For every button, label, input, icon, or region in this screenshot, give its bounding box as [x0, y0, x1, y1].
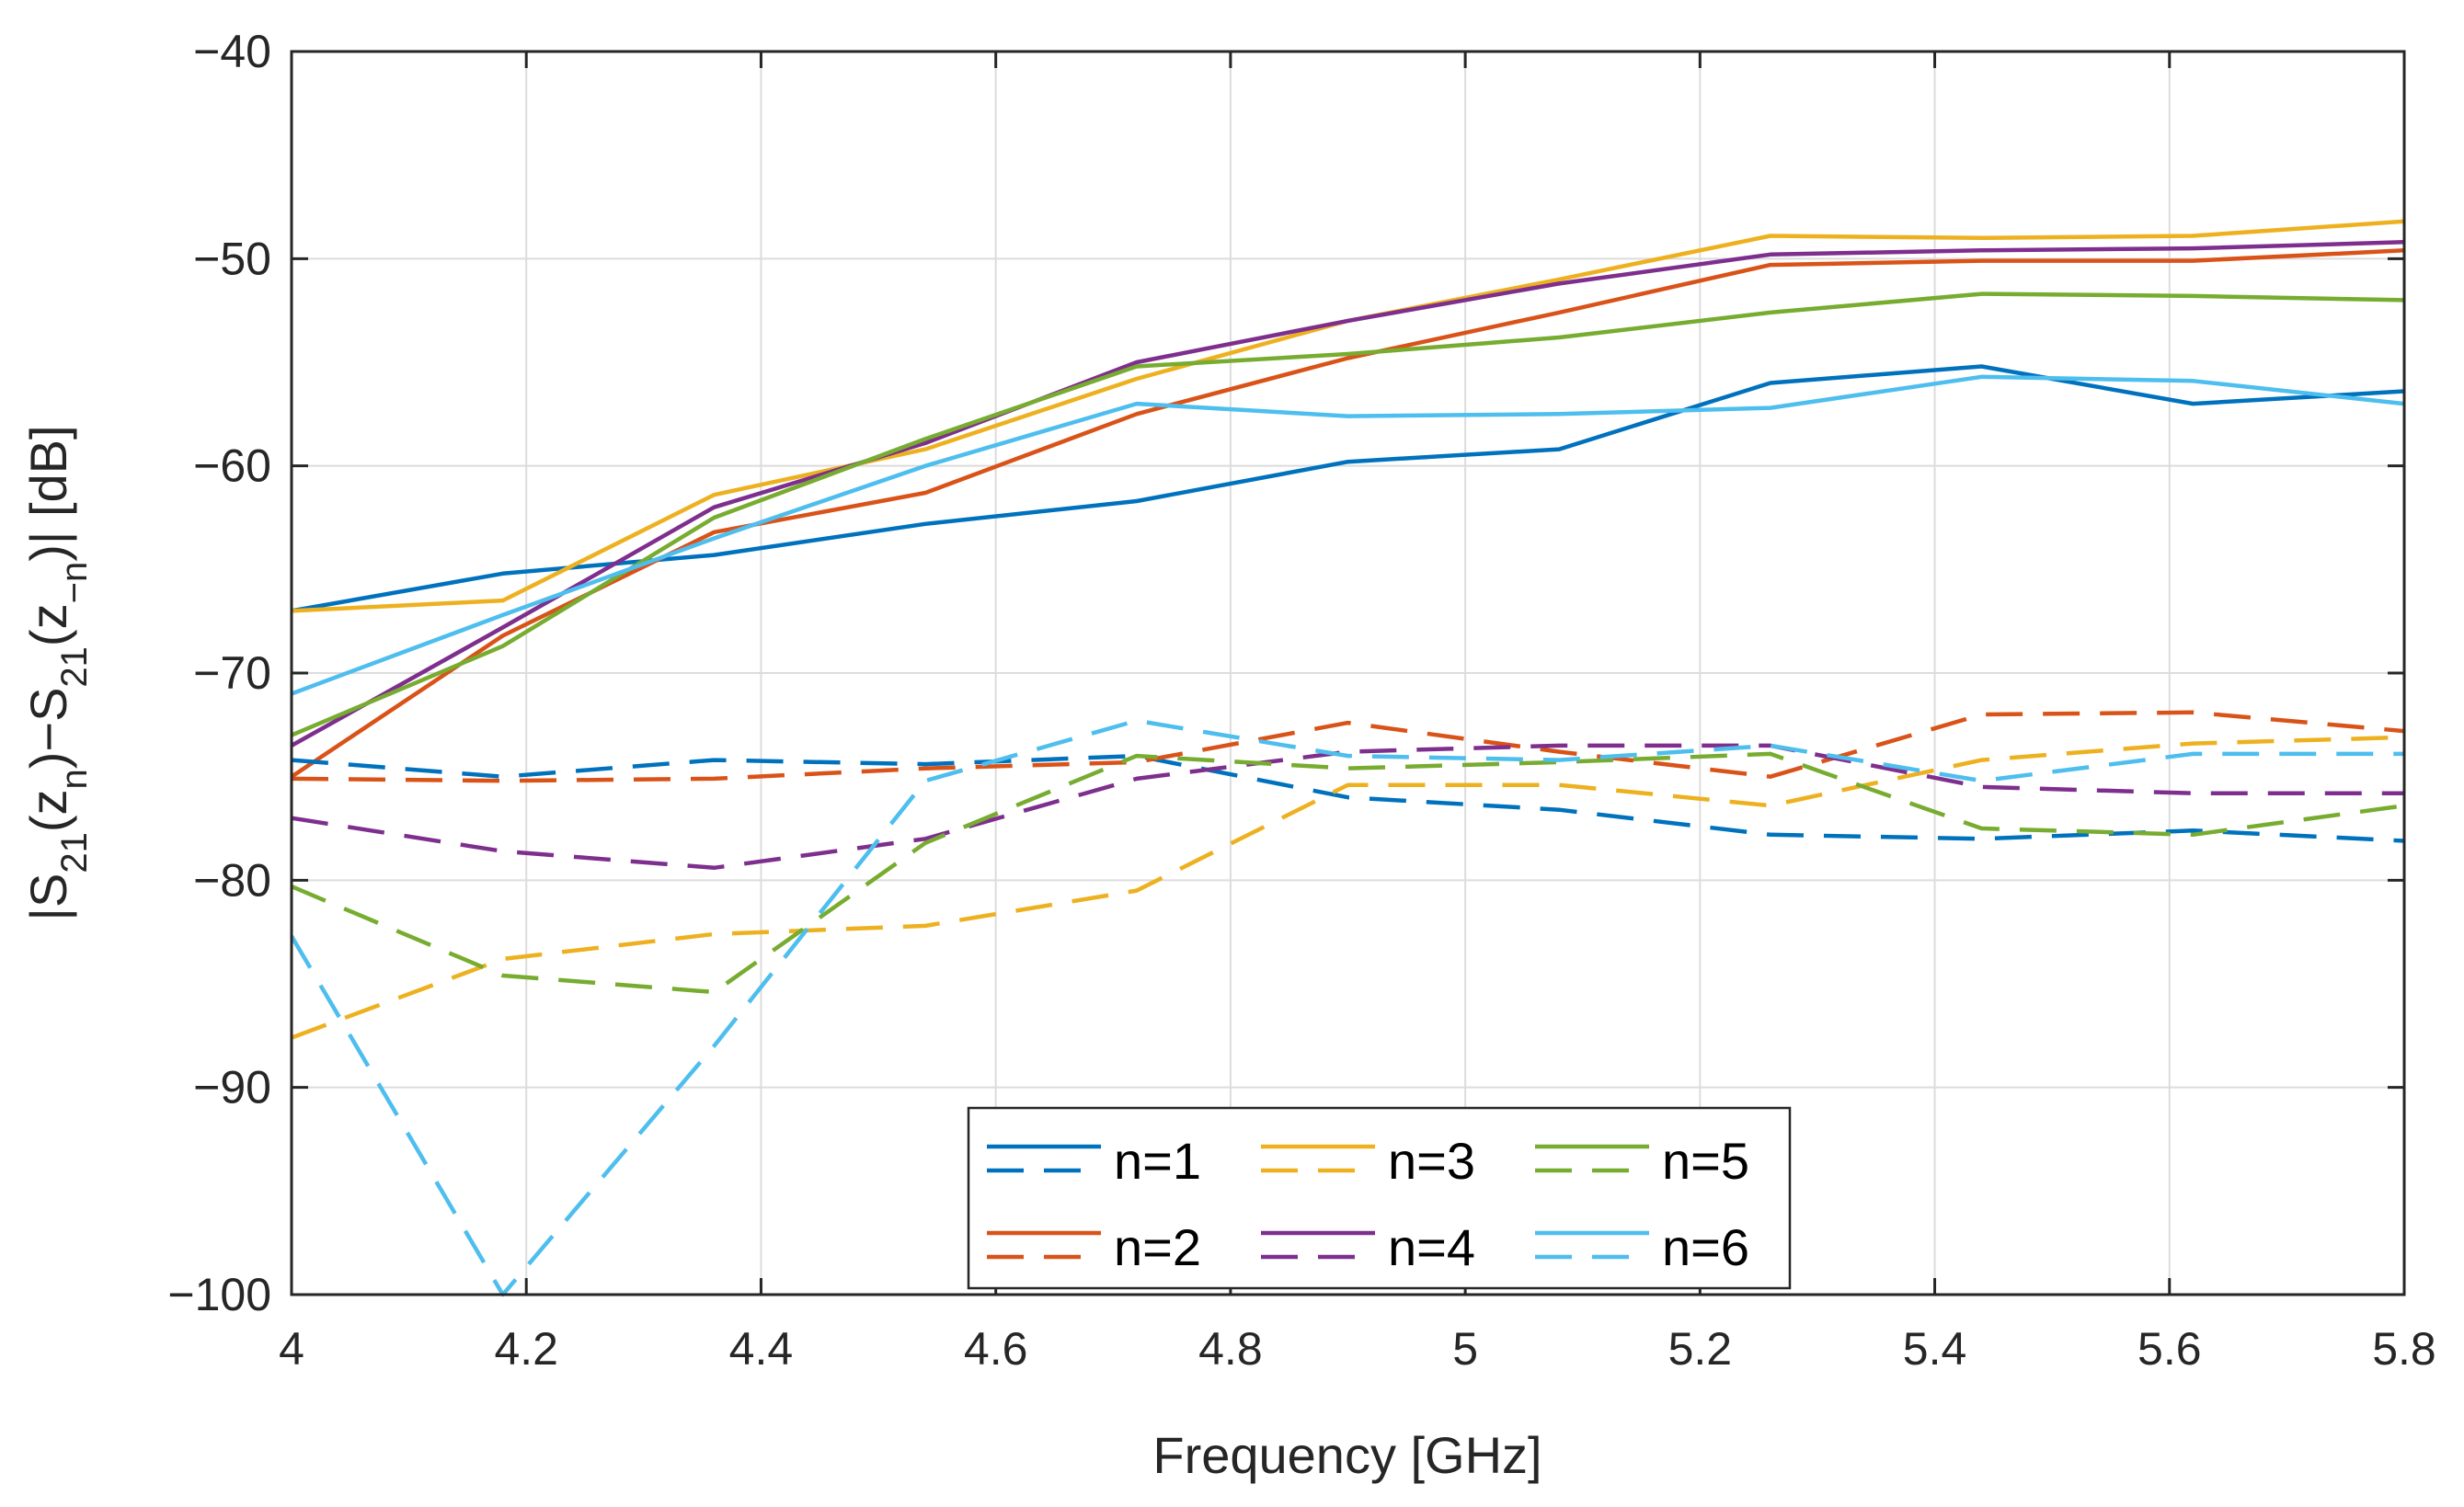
x-tick-label: 4 — [279, 1323, 304, 1375]
series-line-n6-solid — [291, 374, 2405, 696]
x-tick-label: 4.6 — [964, 1323, 1028, 1375]
legend-label-n3: n=3 — [1388, 1132, 1475, 1190]
series-line-n2-dashed — [291, 710, 2405, 783]
x-tick-label: 5 — [1452, 1323, 1478, 1375]
legend-box — [967, 1106, 1792, 1290]
y-label-part: (z — [19, 790, 77, 833]
legend: n=1 n=3 n=5 n=2 n=4 n=6 — [967, 1106, 1792, 1290]
grid — [292, 51, 2404, 1295]
series-line-n6-dashed — [290, 718, 2404, 1297]
series-line-n3-dashed — [291, 735, 2405, 1040]
x-tick-label: 5.8 — [2372, 1323, 2436, 1375]
y-label-part: )| [dB] — [19, 425, 77, 561]
y-label-part: |S — [19, 873, 77, 921]
x-tick-label: 5.6 — [2137, 1323, 2202, 1375]
legend-label-n2: n=2 — [1114, 1218, 1201, 1276]
y-tick-label: −40 — [193, 26, 271, 77]
series-line-n5-dashed — [291, 751, 2405, 995]
x-tick-label: 4.4 — [729, 1323, 794, 1375]
y-label-sub: 21 — [54, 832, 95, 873]
y-label-sub: −n — [54, 562, 95, 604]
legend-label-n5: n=5 — [1662, 1132, 1749, 1190]
legend-label-n6: n=6 — [1662, 1218, 1749, 1276]
y-tick-label: −50 — [193, 233, 271, 284]
y-label-sub: n — [54, 769, 95, 789]
legend-label-n4: n=4 — [1388, 1218, 1475, 1276]
series-line-n2-solid — [290, 248, 2405, 779]
x-axis-label: Frequency [GHz] — [1152, 1426, 1541, 1484]
x-tick-label: 5.2 — [1668, 1323, 1733, 1375]
y-tick-label: −70 — [193, 647, 271, 699]
tick-labels: 4 4.2 4.4 4.6 4.8 5 5.2 5.4 5.6 5.8 −40 −50 −60 −70 −8… — [167, 26, 2435, 1375]
y-label-part: )−S — [19, 688, 77, 770]
series-line-n4-dashed — [291, 743, 2404, 871]
y-label-part: (z — [19, 603, 77, 646]
y-tick-label: −60 — [193, 440, 271, 492]
x-tick-label: 5.4 — [1903, 1323, 1967, 1375]
y-tick-label: −90 — [193, 1062, 271, 1113]
series-line-n1-dashed — [291, 753, 2405, 843]
legend-label-n1: n=1 — [1114, 1132, 1201, 1190]
y-axis-label: |S21(zn)−S21(z−n)| [dB] — [19, 425, 95, 920]
series-group — [290, 219, 2405, 1297]
legend-entries: n=1 n=3 n=5 n=2 n=4 n=6 — [987, 1132, 1749, 1276]
y-tick-label: −100 — [167, 1269, 271, 1320]
series-line-n4-solid — [290, 240, 2405, 748]
series-line-n5-solid — [291, 291, 2405, 737]
y-tick-label: −80 — [193, 854, 271, 906]
x-tick-label: 4.8 — [1198, 1323, 1263, 1375]
x-tick-label: 4.2 — [494, 1323, 558, 1375]
y-label-sub: 21 — [54, 646, 95, 688]
